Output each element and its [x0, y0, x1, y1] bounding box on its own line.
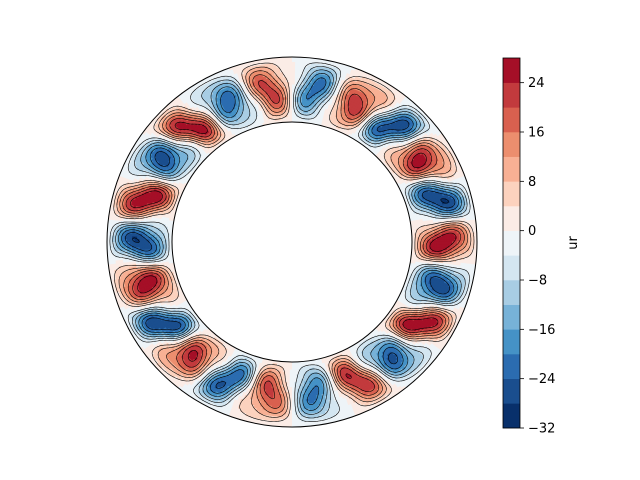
contour-cell	[296, 361, 299, 366]
contour-cell	[300, 361, 304, 365]
contour-cell	[280, 119, 284, 123]
contour-cell	[291, 118, 295, 123]
contour-cell	[289, 118, 292, 123]
contour-cell	[298, 361, 302, 365]
contour-cell	[411, 237, 416, 240]
contour-cell	[301, 119, 305, 123]
contour-cell	[297, 119, 301, 123]
contour-cell	[168, 239, 173, 243]
contour-fill	[107, 57, 477, 427]
contour-cell	[281, 361, 285, 365]
contour-cell	[169, 250, 173, 254]
contour-cell	[169, 231, 173, 235]
contour-cell	[277, 361, 280, 365]
contour-cell	[292, 361, 295, 366]
contour-cell	[285, 361, 289, 366]
contour-cell	[287, 361, 291, 366]
contour-cell	[169, 227, 173, 230]
contour-cell	[289, 361, 293, 366]
contour-cell	[285, 118, 288, 123]
contour-cell	[282, 119, 286, 123]
contour-cell	[411, 232, 415, 236]
contour-cell	[295, 118, 299, 123]
contour-cell	[168, 242, 173, 245]
contour-cell	[293, 118, 297, 123]
contour-cell	[169, 229, 173, 233]
contour-cell	[411, 235, 416, 238]
contour-cell	[169, 248, 173, 252]
contour-cell	[168, 235, 173, 239]
contour-cell	[411, 239, 416, 242]
contour-cell	[168, 237, 173, 241]
contour-cell	[279, 361, 283, 365]
contour-cell	[294, 361, 297, 366]
contour-cell	[169, 233, 173, 237]
contour-cell	[168, 244, 173, 247]
annulus-plot	[106, 56, 478, 428]
contour-cell	[168, 246, 173, 249]
contour-cell	[287, 118, 290, 123]
contour-cell	[299, 119, 303, 123]
contour-cell	[411, 230, 415, 234]
contour-cell	[304, 119, 307, 123]
contour-cell	[283, 361, 287, 365]
